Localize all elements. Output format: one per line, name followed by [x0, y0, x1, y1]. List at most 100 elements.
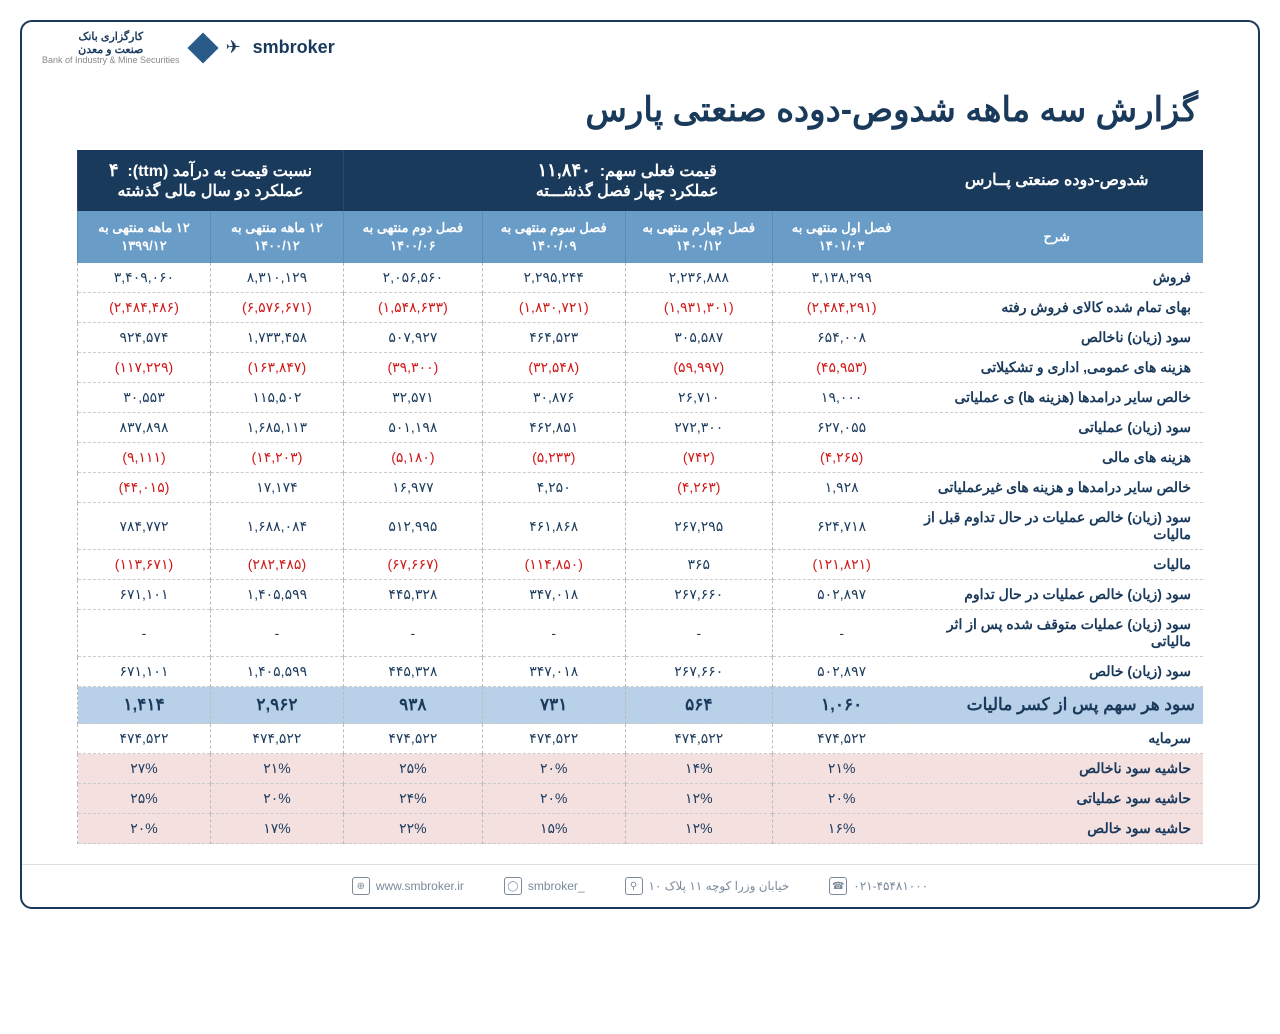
col-y2: ۱۲ ماهه منتهی به ۱۳۹۹/۱۲	[78, 211, 211, 263]
cell: ۲۶,۷۱۰	[625, 383, 772, 413]
cell: ۱,۷۳۳,۴۵۸	[210, 323, 343, 353]
cell: ۴۷۴,۵۲۲	[210, 724, 343, 754]
cell: (۷۴۲)	[625, 443, 772, 473]
cell: ۴۶۴,۵۲۳	[482, 323, 625, 353]
cell: -	[343, 610, 482, 657]
hdr-years: نسبت قیمت به درآمد (ttm): ۴ عملکرد دو سا…	[78, 150, 344, 211]
row-label: سود (زیان) خالص عملیات در حال تداوم	[910, 580, 1203, 610]
cell: (۴,۲۶۳)	[625, 473, 772, 503]
cell: ۳,۴۰۹,۰۶۰	[78, 263, 211, 293]
table-row: هزینه های مالی(۴,۲۶۵)(۷۴۲)(۵,۲۳۳)(۵,۱۸۰)…	[78, 443, 1204, 473]
globe-icon: ⊕	[352, 877, 370, 895]
report-frame: smbroker ✈ کارگزاری بانک صنعت و معدن Ban…	[20, 20, 1260, 909]
telegram-icon: ✈	[226, 37, 241, 58]
cell: ۸,۳۱۰,۱۲۹	[210, 263, 343, 293]
row-label: سود (زیان) عملیات متوقف شده پس از اثر ما…	[910, 610, 1203, 657]
cell: (۶,۵۷۶,۶۷۱)	[210, 293, 343, 323]
cell: -	[625, 610, 772, 657]
cell: ۱,۴۰۵,۵۹۹	[210, 657, 343, 687]
cell: ۳۴۷,۰۱۸	[482, 657, 625, 687]
q-section-label: عملکرد چهار فصل گذشـــته	[352, 181, 902, 201]
cell: (۲,۴۸۴,۲۹۱)	[772, 293, 910, 323]
row-label: سود (زیان) ناخالص	[910, 323, 1203, 353]
col-y1: ۱۲ ماهه منتهی به ۱۴۰۰/۱۲	[210, 211, 343, 263]
table-row: حاشیه سود خالص۱۶%۱۲%۱۵%۲۲%۱۷%۲۰%	[78, 814, 1204, 844]
report-title: گزارش سه ماهه شدوص-دوده صنعتی پارس	[22, 75, 1258, 150]
cell: ۳۰۵,۵۸۷	[625, 323, 772, 353]
cell: (۲۸۲,۴۸۵)	[210, 550, 343, 580]
col-q1: فصل اول منتهی به ۱۴۰۱/۰۳	[772, 211, 910, 263]
cell: ۴۶۱,۸۶۸	[482, 503, 625, 550]
row-label: سود (زیان) خالص عملیات در حال تداوم قبل …	[910, 503, 1203, 550]
financial-table: شدوص-دوده صنعتی پــارس قیمت فعلی سهم: ۱۱…	[77, 150, 1203, 844]
price-value: ۱۱,۸۴۰	[537, 160, 590, 180]
cell: ۱۶%	[772, 814, 910, 844]
cell: ۶۵۴,۰۰۸	[772, 323, 910, 353]
hdr-company: شدوص-دوده صنعتی پــارس	[910, 150, 1203, 211]
cell: (۶۷,۶۶۷)	[343, 550, 482, 580]
cell: ۶۲۴,۷۱۸	[772, 503, 910, 550]
cell: (۵۹,۹۹۷)	[625, 353, 772, 383]
cell: ۴۷۴,۵۲۲	[482, 724, 625, 754]
row-label: حاشیه سود عملیاتی	[910, 784, 1203, 814]
cell: ۲۲%	[343, 814, 482, 844]
row-label: فروش	[910, 263, 1203, 293]
cell: ۱,۰۶۰	[772, 687, 910, 724]
cell: ۱,۴۰۵,۵۹۹	[210, 580, 343, 610]
cell: ۲۰%	[78, 814, 211, 844]
footer-addr-text: خیابان وزرا کوچه ۱۱ پلاک ۱۰	[649, 879, 790, 893]
cell: ۲۶۷,۶۶۰	[625, 580, 772, 610]
row-label: سود (زیان) عملیاتی	[910, 413, 1203, 443]
brand-fa: کارگزاری بانک صنعت و معدن Bank of Indust…	[42, 30, 180, 66]
row-label: حاشیه سود ناخالص	[910, 754, 1203, 784]
cell: (۵,۲۳۳)	[482, 443, 625, 473]
col-q2: فصل دوم منتهی به ۱۴۰۰/۰۶	[343, 211, 482, 263]
cell: ۳,۱۳۸,۲۹۹	[772, 263, 910, 293]
cell: ۲,۹۶۲	[210, 687, 343, 724]
footer-tel-text: ۰۲۱-۴۵۴۸۱۰۰۰	[853, 879, 928, 893]
row-label: هزینه های مالی	[910, 443, 1203, 473]
row-label: حاشیه سود خالص	[910, 814, 1203, 844]
cell: ۱,۶۸۵,۱۱۳	[210, 413, 343, 443]
footer: ⊕www.smbroker.ir ◯smbroker_ ⚲ خیابان وزرا…	[22, 864, 1258, 907]
cell: ۱,۶۸۸,۰۸۴	[210, 503, 343, 550]
table-row: خالص سایر درامدها (هزینه ها) ی عملیاتی۱۹…	[78, 383, 1204, 413]
cell: ۲۰%	[210, 784, 343, 814]
pin-icon: ⚲	[625, 877, 643, 895]
hdr-quarters: قیمت فعلی سهم: ۱۱,۸۴۰ عملکرد چهار فصل گذ…	[343, 150, 910, 211]
table-row: هزینه های عمومی, اداری و تشکیلاتی(۴۵,۹۵۳…	[78, 353, 1204, 383]
footer-ig: ◯smbroker_	[504, 877, 585, 895]
cell: (۱۴,۲۰۳)	[210, 443, 343, 473]
cell: ۲۷۲,۳۰۰	[625, 413, 772, 443]
table-row: سرمایه۴۷۴,۵۲۲۴۷۴,۵۲۲۴۷۴,۵۲۲۴۷۴,۵۲۲۴۷۴,۵۲…	[78, 724, 1204, 754]
cell: ۱۶,۹۷۷	[343, 473, 482, 503]
cell: (۱۶۳,۸۴۷)	[210, 353, 343, 383]
cell: ۵۰۷,۹۲۷	[343, 323, 482, 353]
cell: ۷۳۱	[482, 687, 625, 724]
footer-web: ⊕www.smbroker.ir	[352, 877, 464, 895]
table-row: سود (زیان) عملیات متوقف شده پس از اثر ما…	[78, 610, 1204, 657]
cell: ۶۷۱,۱۰۱	[78, 580, 211, 610]
cell: ۶۲۷,۰۵۵	[772, 413, 910, 443]
cell: -	[482, 610, 625, 657]
cell: (۱,۸۳۰,۷۲۱)	[482, 293, 625, 323]
cell: ۹۲۴,۵۷۴	[78, 323, 211, 353]
top-bar: smbroker ✈ کارگزاری بانک صنعت و معدن Ban…	[22, 22, 1258, 75]
col-q3: فصل سوم منتهی به ۱۴۰۰/۰۹	[482, 211, 625, 263]
brand-fa-1: کارگزاری بانک	[42, 30, 180, 43]
cell: ۴۷۴,۵۲۲	[772, 724, 910, 754]
cell: -	[772, 610, 910, 657]
cell: ۴۷۴,۵۲۲	[625, 724, 772, 754]
footer-ig-text: smbroker_	[528, 879, 585, 893]
cell: (۴۵,۹۵۳)	[772, 353, 910, 383]
brand-sub: Bank of Industry & Mine Securities	[42, 56, 180, 66]
cell: ۴۴۵,۳۲۸	[343, 580, 482, 610]
table-row: خالص سایر درامدها و هزینه های غیرعملیاتی…	[78, 473, 1204, 503]
table-row: حاشیه سود ناخالص۲۱%۱۴%۲۰%۲۵%۲۱%۲۷%	[78, 754, 1204, 784]
cell: (۳۹,۳۰۰)	[343, 353, 482, 383]
cell: (۴,۲۶۵)	[772, 443, 910, 473]
table-row: سود (زیان) خالص عملیات در حال تداوم قبل …	[78, 503, 1204, 550]
cell: ۵۰۲,۸۹۷	[772, 657, 910, 687]
row-label: خالص سایر درامدها (هزینه ها) ی عملیاتی	[910, 383, 1203, 413]
cell: ۲۰%	[482, 754, 625, 784]
